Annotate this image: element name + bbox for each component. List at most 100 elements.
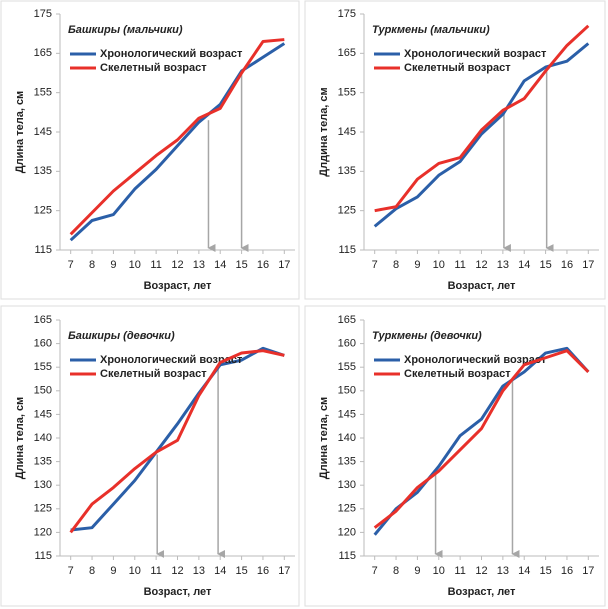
x-tick-label: 7	[372, 259, 378, 271]
x-axis-label: Возраст, лет	[144, 280, 212, 292]
x-axis-label: Возраст, лет	[144, 586, 212, 598]
x-tick-label: 10	[433, 259, 445, 271]
y-tick-label: 165	[34, 47, 52, 59]
x-tick-label: 10	[433, 565, 445, 577]
y-tick-label: 165	[338, 47, 356, 59]
x-tick-label: 9	[110, 259, 116, 271]
panel-frame	[304, 305, 606, 607]
y-axis-label: Длина тела, см	[14, 91, 26, 173]
y-tick-label: 145	[338, 126, 356, 138]
chart: 115 125 135 145 155 165 175 7 8 9 10 11 12 13 14 15 16 17…	[318, 8, 599, 292]
x-tick-label: 16	[257, 565, 269, 577]
series-line	[373, 349, 590, 529]
x-tick-label: 12	[475, 259, 487, 271]
x-tick-label: 10	[129, 259, 141, 271]
x-axis-label: Возраст, лет	[448, 586, 516, 598]
x-tick-label: 7	[68, 565, 74, 577]
y-tick-label: 130	[34, 479, 52, 491]
x-tick-label: 16	[257, 259, 269, 271]
y-tick-label: 155	[34, 361, 52, 373]
y-tick-label: 165	[34, 314, 52, 326]
panel-frame	[304, 0, 606, 300]
chart: 115 120 125 130 135 140 145 150 155 160 165 7 8 9 10 11…	[318, 314, 599, 598]
y-tick-label: 125	[338, 205, 356, 217]
chart-title: Туркмены (мальчики)	[372, 24, 490, 36]
legend-label: Хронологический возраст	[100, 48, 243, 60]
x-tick-label: 10	[129, 565, 141, 577]
x-tick-label: 8	[393, 259, 399, 271]
y-axis-label: Длина тела, см	[14, 397, 26, 479]
x-tick-label: 12	[171, 259, 183, 271]
y-tick-label: 120	[338, 526, 356, 538]
x-tick-label: 12	[171, 565, 183, 577]
x-tick-label: 9	[414, 565, 420, 577]
chart-title: Башкиры (мальчики)	[68, 24, 183, 36]
x-tick-label: 13	[497, 565, 509, 577]
chart: 115 120 125 130 135 140 145 150 155 160 165 7 8 9 10 11…	[14, 314, 295, 598]
y-tick-label: 125	[338, 503, 356, 515]
x-tick-label: 17	[278, 259, 290, 271]
y-tick-label: 120	[34, 526, 52, 538]
x-tick-label: 13	[193, 259, 205, 271]
y-tick-label: 155	[338, 361, 356, 373]
y-tick-label: 115	[34, 550, 52, 562]
series-line	[70, 346, 285, 532]
y-tick-label: 135	[34, 456, 52, 468]
x-tick-label: 13	[497, 259, 509, 271]
chart-title: Башкиры (девочки)	[68, 330, 175, 342]
y-tick-label: 165	[338, 314, 356, 326]
y-tick-label: 145	[338, 408, 356, 420]
x-tick-label: 11	[454, 565, 465, 577]
legend-label: Скелетный возраст	[404, 368, 511, 380]
x-tick-label: 16	[561, 259, 573, 271]
x-tick-label: 14	[518, 565, 530, 577]
y-tick-label: 135	[338, 165, 356, 177]
y-tick-label: 155	[338, 87, 356, 99]
x-tick-label: 9	[110, 565, 116, 577]
y-tick-label: 125	[34, 503, 52, 515]
x-tick-label: 15	[235, 259, 247, 271]
y-tick-label: 115	[338, 550, 356, 562]
x-tick-label: 17	[278, 565, 290, 577]
legend-label: Скелетный возраст	[100, 62, 207, 74]
legend-label: Скелетный возраст	[100, 368, 207, 380]
chart: 115 125 135 145 155 165 175 7 8 9 10 11 12 13 14 15 16 17…	[14, 8, 295, 292]
x-tick-label: 17	[582, 259, 594, 271]
x-tick-label: 7	[372, 565, 378, 577]
series-line	[373, 346, 590, 536]
x-tick-label: 15	[539, 565, 551, 577]
y-tick-label: 130	[338, 479, 356, 491]
y-tick-label: 145	[34, 408, 52, 420]
x-tick-label: 11	[150, 565, 161, 577]
x-tick-label: 12	[475, 565, 487, 577]
x-tick-label: 13	[193, 565, 205, 577]
panel-frame	[0, 0, 300, 300]
x-tick-label: 16	[561, 565, 573, 577]
y-tick-label: 145	[34, 126, 52, 138]
y-tick-label: 160	[338, 338, 356, 350]
legend-label: Хронологический возраст	[404, 48, 547, 60]
y-tick-label: 175	[338, 8, 356, 20]
x-axis-label: Возраст, лет	[448, 280, 516, 292]
y-tick-label: 150	[34, 385, 52, 397]
y-tick-label: 160	[34, 338, 52, 350]
x-tick-label: 8	[89, 259, 95, 271]
x-tick-label: 14	[214, 565, 226, 577]
legend-label: Хронологический возраст	[100, 354, 243, 366]
legend-label: Хронологический возраст	[404, 354, 547, 366]
y-axis-label: Длина тела, см	[318, 397, 330, 479]
y-tick-label: 135	[338, 456, 356, 468]
y-tick-label: 155	[34, 87, 52, 99]
x-tick-label: 11	[150, 259, 161, 271]
x-tick-label: 14	[518, 259, 530, 271]
series-line	[69, 349, 285, 534]
legend-label: Скелетный возраст	[404, 62, 511, 74]
y-tick-label: 140	[338, 432, 356, 444]
panel-frame	[0, 305, 300, 607]
x-tick-label: 15	[235, 565, 247, 577]
y-axis-label: Длдина тела, см	[318, 87, 330, 176]
x-tick-label: 8	[89, 565, 95, 577]
series-line	[374, 24, 590, 213]
series-line	[69, 42, 286, 242]
